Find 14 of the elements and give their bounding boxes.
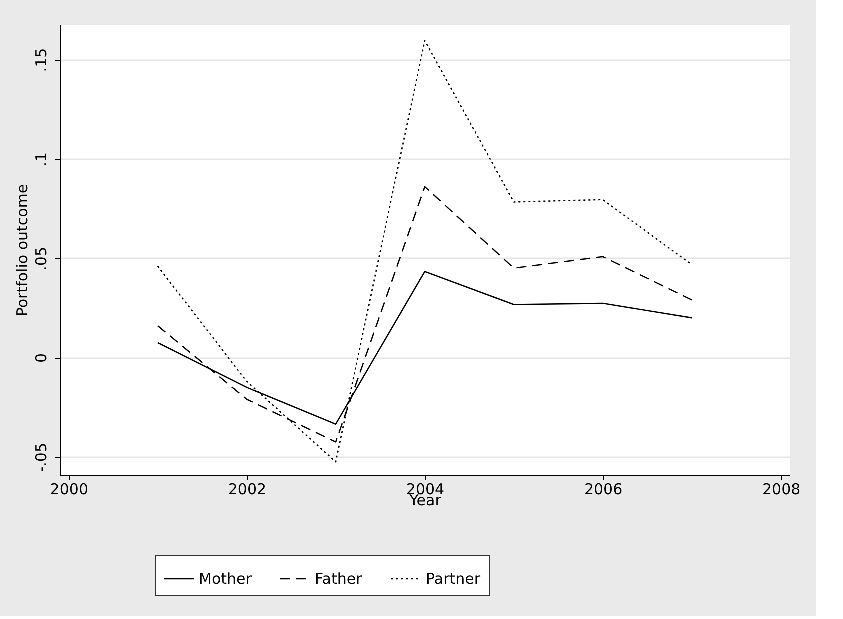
legend-label: Partner [426,570,482,588]
y-tick-label: -.05 [32,442,50,472]
x-tick-label: 2002 [228,480,267,498]
x-tick-label: 2006 [584,480,623,498]
y-axis-title: Portfolio outcome [14,184,32,317]
line-series [157,40,693,463]
y-tick-label: 0 [32,354,50,364]
x-tick-label: 2008 [762,480,801,498]
legend-label: Father [315,570,364,588]
y-tick-label: .05 [32,247,50,271]
legend-label: Mother [199,570,253,588]
x-tick-label: 2000 [50,480,88,498]
y-tick-label: .1 [32,152,50,167]
y-tick-label: .15 [32,48,50,72]
